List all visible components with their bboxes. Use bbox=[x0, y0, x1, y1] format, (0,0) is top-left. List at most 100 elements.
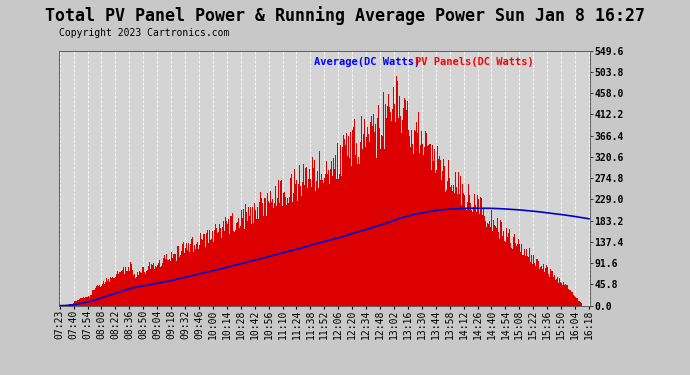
Bar bbox=[248, 207, 250, 306]
Bar bbox=[466, 201, 468, 306]
Bar bbox=[319, 151, 320, 306]
Bar bbox=[148, 266, 149, 306]
Bar bbox=[144, 272, 146, 306]
Bar bbox=[133, 274, 135, 306]
Bar bbox=[160, 267, 161, 306]
Bar bbox=[157, 266, 158, 306]
Bar bbox=[226, 224, 228, 306]
Bar bbox=[107, 281, 108, 306]
Bar bbox=[411, 130, 412, 306]
Bar bbox=[445, 192, 446, 306]
Bar bbox=[425, 130, 426, 306]
Bar bbox=[187, 249, 188, 306]
Bar bbox=[289, 197, 290, 306]
Bar bbox=[341, 176, 342, 306]
Bar bbox=[176, 261, 177, 306]
Bar bbox=[528, 258, 529, 306]
Bar bbox=[300, 186, 301, 306]
Bar bbox=[307, 188, 308, 306]
Bar bbox=[142, 267, 144, 306]
Bar bbox=[155, 266, 157, 306]
Bar bbox=[81, 298, 82, 306]
Bar bbox=[521, 243, 522, 306]
Bar bbox=[146, 271, 148, 306]
Bar bbox=[182, 244, 183, 306]
Bar bbox=[197, 242, 198, 306]
Bar bbox=[85, 297, 86, 306]
Bar bbox=[218, 232, 219, 306]
Bar bbox=[491, 210, 492, 306]
Bar bbox=[112, 278, 114, 306]
Bar bbox=[312, 157, 313, 306]
Bar bbox=[282, 206, 283, 306]
Bar bbox=[331, 162, 332, 306]
Bar bbox=[552, 271, 553, 306]
Bar bbox=[201, 239, 202, 306]
Bar bbox=[76, 301, 77, 306]
Bar bbox=[161, 266, 162, 306]
Bar bbox=[455, 187, 457, 306]
Bar bbox=[128, 271, 130, 306]
Bar bbox=[439, 156, 440, 306]
Bar bbox=[152, 265, 153, 306]
Bar bbox=[339, 146, 341, 306]
Bar bbox=[328, 184, 330, 306]
Bar bbox=[452, 191, 453, 306]
Bar bbox=[190, 244, 191, 306]
Bar bbox=[271, 202, 273, 306]
Bar bbox=[109, 282, 110, 306]
Bar bbox=[264, 198, 266, 306]
Bar bbox=[70, 304, 71, 306]
Bar bbox=[546, 265, 547, 306]
Bar bbox=[79, 299, 80, 306]
Bar bbox=[72, 304, 73, 306]
Bar bbox=[553, 276, 554, 306]
Bar bbox=[279, 203, 280, 306]
Bar bbox=[500, 220, 501, 306]
Bar bbox=[192, 237, 193, 306]
Bar bbox=[193, 252, 194, 306]
Bar bbox=[75, 302, 76, 306]
Bar bbox=[323, 183, 324, 306]
Bar bbox=[478, 200, 480, 306]
Bar bbox=[459, 194, 460, 306]
Bar bbox=[443, 159, 444, 306]
Bar bbox=[468, 183, 469, 306]
Bar bbox=[103, 281, 104, 306]
Bar bbox=[334, 170, 335, 306]
Bar bbox=[448, 178, 450, 306]
Bar bbox=[308, 179, 309, 306]
Bar bbox=[419, 153, 420, 306]
Bar bbox=[524, 249, 525, 306]
Bar bbox=[375, 124, 376, 306]
Bar bbox=[205, 247, 206, 306]
Bar bbox=[302, 182, 303, 306]
Bar bbox=[287, 198, 288, 306]
Bar bbox=[210, 240, 211, 306]
Bar bbox=[437, 159, 439, 306]
Bar bbox=[464, 209, 466, 306]
Bar bbox=[296, 180, 297, 306]
Bar bbox=[297, 201, 298, 306]
Bar bbox=[314, 160, 315, 306]
Bar bbox=[318, 188, 319, 306]
Bar bbox=[175, 254, 176, 306]
Bar bbox=[88, 296, 89, 306]
Bar bbox=[377, 118, 378, 306]
Bar bbox=[115, 277, 116, 306]
Bar bbox=[260, 192, 262, 306]
Bar bbox=[482, 214, 484, 306]
Bar bbox=[270, 191, 271, 306]
Bar bbox=[494, 225, 495, 306]
Bar bbox=[215, 224, 216, 306]
Bar bbox=[355, 142, 357, 306]
Bar bbox=[286, 206, 287, 306]
Bar bbox=[507, 237, 508, 306]
Bar bbox=[322, 180, 323, 306]
Bar bbox=[299, 165, 300, 306]
Bar bbox=[423, 155, 424, 306]
Text: PV Panels(DC Watts): PV Panels(DC Watts) bbox=[415, 57, 533, 67]
Bar bbox=[541, 266, 542, 306]
Bar bbox=[276, 206, 277, 306]
Bar bbox=[315, 191, 316, 306]
